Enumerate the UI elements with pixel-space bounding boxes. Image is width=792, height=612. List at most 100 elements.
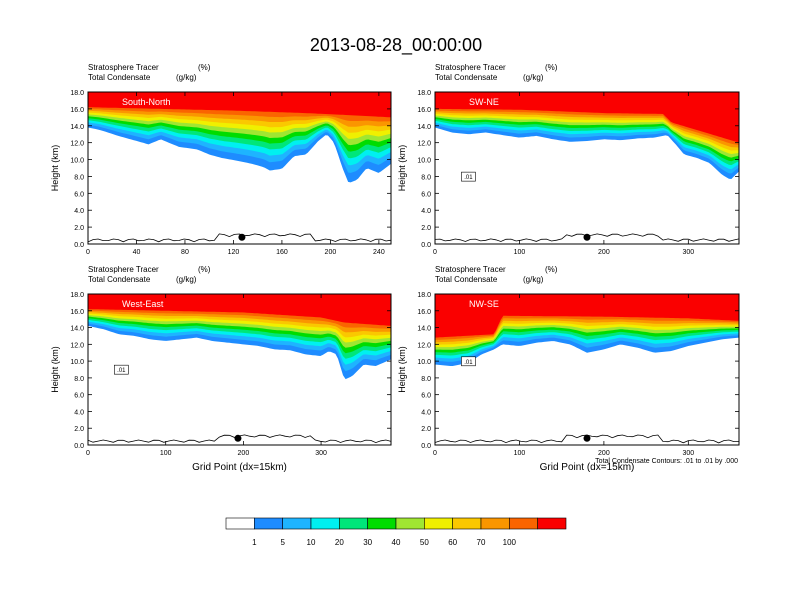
y-tick-label-0.0: 0.0: [421, 443, 431, 450]
y-tick-label-12.0: 12.0: [70, 141, 84, 148]
tracer-band-top: [88, 92, 391, 98]
panel-south-north: 0 40 80 120 160 200 240 0.0 2.0 4.0 6.0 8.0 10.0 12.0…: [50, 63, 392, 256]
surface-marker: [234, 434, 242, 442]
surface-marker: [583, 233, 591, 241]
tracer-band-100: [435, 92, 739, 143]
tracer-band-top: [88, 294, 391, 300]
colorbar-label-30: 30: [363, 538, 372, 547]
plot-frame: [87, 293, 392, 446]
colorbar-label-50: 50: [420, 538, 429, 547]
y-tick-label-16.0: 16.0: [417, 107, 431, 114]
contour-label: .01: [464, 175, 473, 181]
colorbar-label-10: 10: [307, 538, 316, 547]
tracer-band-top: [435, 92, 739, 98]
y-tick-label-6.0: 6.0: [74, 393, 84, 400]
y-tick-label-18.0: 18.0: [417, 292, 431, 299]
panel-label: NW-SE: [469, 299, 499, 309]
panel-nw-se: 0 100 200 300 0.0 2.0 4.0 6.0 8.0 10.0 12.0 14.0 16.…: [397, 265, 740, 473]
tracer-field: [88, 92, 391, 243]
y-tick-label-10.0: 10.0: [417, 158, 431, 165]
title-line1-unit: (%): [198, 265, 211, 274]
x-axis-label: Grid Point (dx=15km): [192, 462, 287, 473]
y-tick-label-4.0: 4.0: [421, 208, 431, 215]
x-tick-label-80: 80: [181, 249, 189, 256]
y-tick-label-10.0: 10.0: [70, 359, 84, 366]
y-tick-label-8.0: 8.0: [74, 376, 84, 383]
colorbar-box-4: [339, 517, 368, 530]
tracer-band-100: [435, 294, 739, 338]
x-tick-label-120: 120: [228, 249, 240, 256]
tracer-field: [435, 294, 739, 444]
y-tick-label-2.0: 2.0: [74, 426, 84, 433]
x-axis-label: Grid Point (dx=15km): [540, 462, 635, 473]
x-tick-label-160: 160: [276, 249, 288, 256]
y-tick-label-14.0: 14.0: [70, 124, 84, 131]
y-tick-label-4.0: 4.0: [421, 409, 431, 416]
figure-title: 2013-08-28_00:00:00: [310, 35, 482, 56]
colorbar-box-11: [537, 517, 567, 530]
surface-marker: [238, 233, 246, 241]
x-tick-label-0: 0: [433, 450, 437, 457]
y-tick-label-0.0: 0.0: [421, 242, 431, 249]
x-tick-label-0: 0: [433, 249, 437, 256]
y-tick-label-4.0: 4.0: [74, 208, 84, 215]
colorbar: 1 5 10 20 30 40 50 60 70 100: [225, 517, 567, 547]
x-tick-label-100: 100: [514, 450, 526, 457]
y-tick-label-12.0: 12.0: [417, 342, 431, 349]
colorbar-label-5: 5: [280, 538, 285, 547]
title-line2-unit: (g/kg): [176, 73, 197, 82]
colorbar-box-9: [480, 517, 510, 530]
title-line2-unit: (g/kg): [523, 275, 544, 284]
colorbar-label-100: 100: [503, 538, 517, 547]
x-tick-label-300: 300: [682, 249, 694, 256]
colorbar-box-5: [367, 517, 397, 530]
x-tick-label-240: 240: [373, 249, 385, 256]
y-tick-label-16.0: 16.0: [70, 309, 84, 316]
x-tick-label-200: 200: [598, 450, 610, 457]
title-line2-unit: (g/kg): [176, 275, 197, 284]
colorbar-label-40: 40: [392, 538, 401, 547]
y-tick-label-6.0: 6.0: [74, 191, 84, 198]
colorbar-box-1: [254, 517, 283, 530]
x-tick-label-100: 100: [160, 450, 172, 457]
y-tick-label-8.0: 8.0: [421, 376, 431, 383]
y-tick-label-14.0: 14.0: [417, 326, 431, 333]
x-tick-label-200: 200: [325, 249, 337, 256]
plot-frame: [434, 91, 740, 245]
title-line1: Stratosphere Tracer: [435, 63, 506, 72]
y-tick-label-16.0: 16.0: [70, 107, 84, 114]
y-tick-label-18.0: 18.0: [417, 90, 431, 97]
x-tick-label-100: 100: [514, 249, 526, 256]
y-tick-label-2.0: 2.0: [74, 225, 84, 232]
y-tick-label-12.0: 12.0: [417, 141, 431, 148]
y-tick-label-2.0: 2.0: [421, 426, 431, 433]
y-tick-label-4.0: 4.0: [74, 409, 84, 416]
contour-label-box: [461, 356, 476, 367]
x-tick-label-300: 300: [315, 450, 327, 457]
contour-label: .01: [117, 368, 126, 374]
y-tick-label-8.0: 8.0: [421, 174, 431, 181]
y-tick-label-10.0: 10.0: [417, 359, 431, 366]
colorbar-box-7: [424, 517, 453, 530]
colorbar-label-70: 70: [477, 538, 486, 547]
tracer-band-top: [435, 294, 739, 305]
contour-note: Total Condensate Contours: .01 to .01 by…: [595, 458, 738, 465]
colorbar-box-8: [452, 517, 482, 530]
y-axis-label: Height (km): [50, 346, 60, 393]
colorbar-box-10: [509, 517, 538, 530]
colorbar-box-2: [282, 517, 312, 530]
y-tick-label-16.0: 16.0: [417, 309, 431, 316]
title-line2: Total Condensate: [88, 73, 151, 82]
y-tick-label-0.0: 0.0: [74, 443, 84, 450]
title-line2-unit: (g/kg): [523, 73, 544, 82]
title-line1: Stratosphere Tracer: [88, 265, 159, 274]
panel-label: South-North: [122, 97, 171, 107]
x-tick-label-200: 200: [238, 450, 250, 457]
y-tick-label-6.0: 6.0: [421, 191, 431, 198]
x-tick-label-0: 0: [86, 249, 90, 256]
y-axis-label: Height (km): [397, 346, 407, 393]
tracer-band-100: [88, 92, 391, 118]
panel-west-east: 0 100 200 300 0.0 2.0 4.0 6.0 8.0 10.0 12.0 14.0 16.…: [50, 265, 392, 473]
colorbar-label-20: 20: [335, 538, 344, 547]
